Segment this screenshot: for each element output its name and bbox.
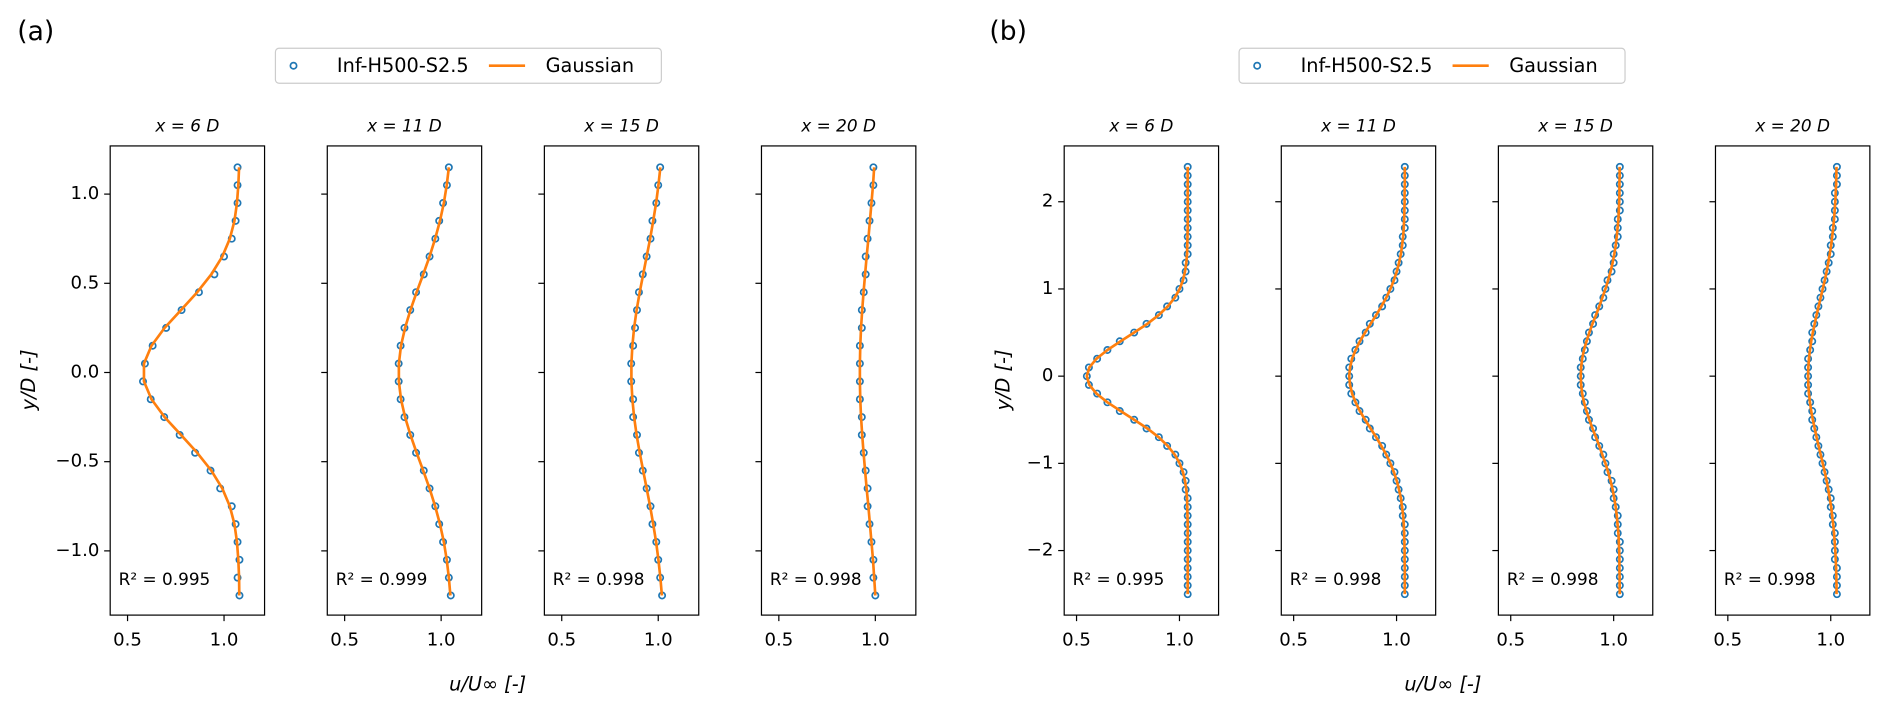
fit-annotation: R² = 0.998: [770, 569, 862, 589]
x-tick-label: 1.0: [861, 629, 890, 650]
axes-frame: [1063, 145, 1220, 616]
x-tick-label: 1.0: [210, 629, 239, 650]
data-point: [233, 573, 242, 582]
y-axis-label: y/D [-]: [17, 349, 40, 411]
data-point: [1371, 311, 1380, 320]
data-point: [1154, 433, 1163, 442]
x-tick-label: 0.5: [1062, 629, 1091, 650]
data-point: [1093, 389, 1102, 398]
fit-line: [1347, 166, 1407, 595]
legend-marker: [1253, 61, 1262, 70]
fit-annotation: R² = 0.995: [1073, 569, 1165, 589]
x-tick-label: 0.5: [330, 629, 359, 650]
y-tick-label: −1: [1027, 452, 1054, 473]
data-point: [1142, 319, 1151, 328]
data-point: [1103, 346, 1112, 354]
data-point: [1371, 433, 1380, 442]
fit-annotation: R² = 0.995: [119, 569, 211, 589]
x-tick-label: 0.5: [547, 629, 576, 650]
subplot-title: x = 11 D: [366, 116, 442, 136]
x-tick-label: 0.5: [1279, 629, 1308, 650]
legend-box: [274, 47, 662, 84]
data-point: [233, 163, 242, 172]
data-point: [1130, 328, 1139, 337]
subplot-title: x = 20 D: [800, 116, 876, 136]
y-tick-label: 0.0: [71, 361, 100, 382]
x-tick-label: 0.5: [113, 629, 142, 650]
fit-annotation: R² = 0.998: [1724, 569, 1816, 589]
axes-frame: [1497, 145, 1654, 616]
x-axis-label: u/U∞ [-]: [1404, 673, 1481, 696]
fit-annotation: R² = 0.998: [553, 569, 645, 589]
data-point: [1142, 424, 1151, 433]
y-tick-label: 0: [1042, 365, 1054, 386]
x-axis-label: u/U∞ [-]: [449, 673, 526, 696]
fit-line: [1579, 166, 1622, 595]
panel-label: (a): [17, 16, 54, 47]
x-tick-label: 0.5: [764, 629, 793, 650]
fit-line: [1085, 166, 1190, 595]
x-tick-label: 0.5: [1496, 629, 1525, 650]
subplot-title: x = 11 D: [1320, 116, 1396, 136]
axes-frame: [326, 145, 483, 616]
x-tick-label: 1.0: [1816, 629, 1845, 650]
data-point: [177, 306, 186, 315]
axes-frame: [543, 145, 700, 616]
data-point: [1163, 441, 1172, 450]
panel-label: (b): [989, 16, 1027, 47]
fit-line: [858, 167, 877, 596]
subplot-title: x = 6 D: [154, 116, 219, 136]
x-tick-label: 0.5: [1713, 629, 1742, 650]
data-point: [1163, 302, 1172, 311]
fit-line: [630, 167, 664, 596]
legend-label: Gaussian: [546, 54, 634, 77]
y-tick-label: −2: [1027, 540, 1054, 561]
axes-frame: [1714, 145, 1871, 616]
subplot-title: x = 15 D: [583, 116, 659, 136]
data-point: [1382, 293, 1391, 302]
fit-line: [397, 167, 452, 596]
y-tick-label: 1: [1042, 278, 1054, 299]
y-tick-label: 2: [1042, 191, 1054, 212]
y-tick-label: 1.0: [71, 183, 100, 204]
fit-annotation: R² = 0.998: [1290, 569, 1382, 589]
axes-frame: [760, 145, 917, 616]
x-tick-label: 1.0: [1599, 629, 1628, 650]
y-tick-label: −1.0: [55, 540, 99, 561]
subplot-title: x = 20 D: [1754, 116, 1830, 136]
fit-line: [142, 167, 241, 596]
subplot-title: x = 6 D: [1108, 116, 1173, 136]
y-tick-label: 0.5: [71, 272, 100, 293]
legend-label: Gaussian: [1509, 54, 1597, 77]
legend-marker: [289, 61, 298, 70]
data-point: [1130, 415, 1139, 424]
data-point: [1103, 398, 1112, 407]
axes-frame: [109, 145, 266, 616]
data-point: [160, 413, 169, 422]
x-tick-label: 1.0: [427, 629, 456, 650]
x-tick-label: 1.0: [1165, 629, 1194, 650]
legend-box: [1238, 47, 1626, 84]
data-point: [206, 466, 215, 475]
legend-label: Inf-H500-S2.5: [337, 54, 469, 77]
y-tick-label: −0.5: [55, 451, 99, 472]
data-point: [1154, 311, 1163, 320]
subplot-title: x = 15 D: [1537, 116, 1613, 136]
x-tick-label: 1.0: [1382, 629, 1411, 650]
x-tick-label: 1.0: [644, 629, 673, 650]
axes-frame: [1280, 145, 1437, 616]
fit-annotation: R² = 0.999: [336, 569, 428, 589]
data-point: [1093, 354, 1102, 363]
y-axis-label: y/D [-]: [991, 349, 1014, 411]
fit-annotation: R² = 0.998: [1507, 569, 1599, 589]
data-point: [1382, 450, 1391, 459]
fit-line: [1806, 166, 1838, 595]
legend-label: Inf-H500-S2.5: [1301, 54, 1433, 77]
